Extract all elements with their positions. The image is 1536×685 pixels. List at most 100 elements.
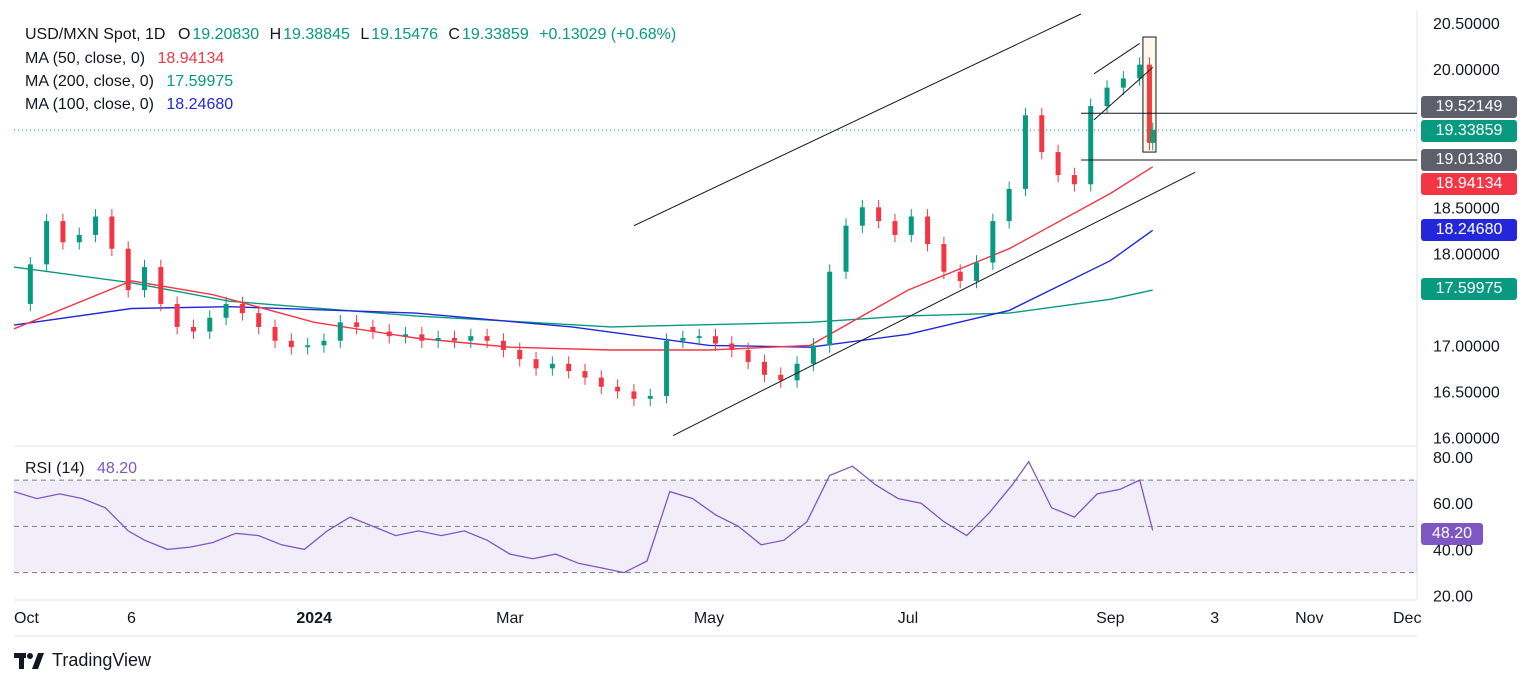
time-tick-label: May	[694, 610, 724, 627]
candle-body	[729, 343, 735, 350]
rsi-tick-label: 60.00	[1433, 496, 1473, 513]
price-tick-label: 17.00000	[1433, 338, 1500, 355]
low-value: 19.15476	[371, 26, 438, 43]
ma200-label: MA (200, close, 0)	[25, 73, 154, 90]
close-label: C	[448, 26, 460, 43]
candle-body	[44, 221, 50, 265]
highlight-box	[1142, 36, 1157, 153]
time-tick-label: Jul	[898, 610, 918, 627]
high-label: H	[269, 26, 282, 43]
channel-lower-line	[672, 171, 1196, 437]
time-tick-label: Nov	[1295, 610, 1323, 627]
high-value: 19.38845	[283, 26, 350, 43]
candle-body	[125, 248, 131, 291]
candle-body	[190, 326, 196, 332]
candle-body	[207, 317, 213, 332]
candle-body	[174, 303, 180, 327]
candle-body	[1039, 115, 1045, 153]
candle-body	[925, 216, 931, 245]
time-tick-label: Sep	[1096, 610, 1125, 627]
candle-body	[386, 331, 392, 337]
ma200-value: 17.59975	[166, 73, 234, 90]
candle-body	[500, 340, 506, 350]
ohlc-legend: USD/MXN Spot, 1D O 19.20830 H 19.38845 L 19…	[25, 25, 678, 45]
price-tag-last: 19.33859	[1421, 120, 1517, 142]
open-value: 19.20830	[192, 26, 260, 43]
tradingview-logo-icon	[14, 652, 44, 670]
time-tick-label: 6	[127, 610, 136, 627]
candle-body	[272, 326, 278, 341]
candle-body	[615, 386, 621, 392]
candle-body	[745, 349, 751, 362]
time-tick-label: Dec	[1393, 610, 1421, 627]
price-tick-label: 16.50000	[1433, 384, 1500, 401]
ma100-legend[interactable]: MA (100, close, 0) 18.24680	[25, 95, 235, 115]
candle-body	[664, 340, 670, 396]
candle-body	[484, 336, 490, 341]
candle-body	[451, 337, 457, 341]
candle-body	[549, 363, 555, 369]
candle-body	[680, 337, 686, 341]
candle-body	[76, 234, 82, 243]
candle-body	[256, 313, 262, 327]
price-tag-ma50: 18.94134	[1421, 173, 1517, 195]
candle-body	[843, 225, 849, 272]
candle-body	[27, 264, 33, 304]
candle-body	[990, 221, 996, 263]
rsi-legend[interactable]: RSI (14) 48.20	[25, 460, 137, 478]
candle-body	[859, 207, 865, 226]
close-value: 19.33859	[461, 26, 529, 43]
candle-body	[1137, 64, 1143, 79]
time-tick-label: 2024	[296, 610, 332, 627]
candle-body	[1104, 87, 1110, 107]
candle-body	[696, 336, 702, 338]
candle-body	[778, 374, 784, 381]
candle-body	[419, 334, 425, 341]
rsi-label: RSI (14)	[25, 460, 85, 477]
time-tick-label: 3	[1210, 610, 1219, 627]
time-tick-label: Mar	[496, 610, 524, 627]
candle-body	[957, 271, 963, 281]
candle-body	[974, 262, 980, 281]
candle-body	[1120, 78, 1126, 88]
ma50-legend[interactable]: MA (50, close, 0) 18.94134	[25, 49, 226, 69]
candle-body	[158, 267, 164, 304]
time-tick-label: Oct	[14, 610, 39, 627]
brand-name: TradingView	[52, 650, 152, 670]
change-value: +0.13029 (+0.68%)	[539, 26, 677, 43]
candle-body	[60, 221, 66, 243]
candle-body	[305, 345, 311, 348]
candle-body	[223, 303, 229, 318]
candle-body	[1055, 152, 1061, 176]
rsi-value: 48.20	[97, 460, 138, 477]
price-tag-ma200: 17.59975	[1421, 278, 1517, 300]
candle-body	[403, 334, 409, 337]
rsi-tick-label: 40.00	[1433, 542, 1473, 559]
candle-body	[827, 271, 833, 346]
candle-body	[370, 326, 376, 332]
rsi-band	[14, 480, 1417, 573]
ma100-value: 18.24680	[166, 96, 234, 113]
price-tag-rsi: 48.20	[1421, 523, 1483, 545]
channel-upper-line	[633, 13, 1082, 227]
candle-body	[761, 361, 767, 375]
candle-body	[1150, 129, 1156, 143]
candle-body	[517, 349, 523, 360]
candle-body	[582, 371, 588, 378]
candle-body	[631, 391, 637, 399]
candle-body	[908, 216, 914, 235]
candle-body	[239, 303, 245, 314]
candle-body	[647, 395, 653, 399]
candle-body	[566, 363, 572, 372]
ma200-legend[interactable]: MA (200, close, 0) 17.59975	[25, 72, 235, 92]
candle-body	[1022, 115, 1028, 189]
price-tag-ma100: 18.24680	[1421, 219, 1517, 241]
price-tick-label: 18.50000	[1433, 200, 1500, 217]
ma200-line	[13, 266, 1153, 328]
low-label: L	[360, 26, 370, 43]
ma100-line	[13, 229, 1154, 348]
candle-body	[810, 345, 816, 364]
candle-body	[533, 359, 539, 369]
tradingview-branding[interactable]: TradingView	[14, 650, 151, 671]
